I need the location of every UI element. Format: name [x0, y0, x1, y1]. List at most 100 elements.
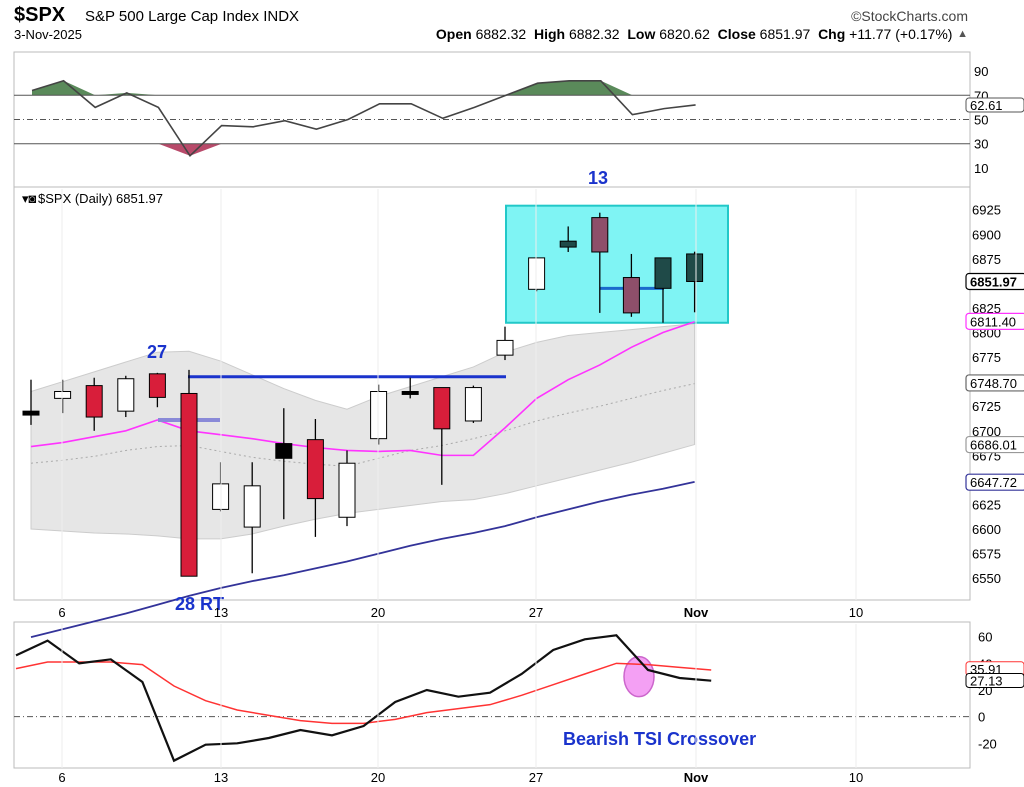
candle-body [654, 257, 672, 289]
candle-body [22, 410, 40, 416]
symbol: $SPX [14, 4, 66, 26]
x-tick-label: 20 [371, 605, 385, 620]
fast-ma-line [30, 320, 695, 457]
tsi-x-tick-label: 13 [214, 770, 228, 785]
high-value: 6882.32 [568, 26, 620, 42]
price-right-label: 6811.40 [970, 314, 1016, 329]
low-label: Low [627, 26, 656, 42]
candle [180, 369, 198, 577]
x-tick-label: 10 [849, 605, 863, 620]
candle-body [622, 277, 640, 314]
low-value: 6820.62 [659, 26, 710, 42]
candle-body [401, 391, 419, 395]
open-value: 6882.32 [475, 26, 527, 42]
candle-body [464, 387, 482, 422]
osc-tick-label: 50 [974, 113, 988, 128]
candle [433, 387, 451, 485]
candle [559, 226, 577, 252]
chevron-up-icon[interactable]: ▲ [957, 28, 968, 40]
osc-last-label: 62.61 [970, 98, 1003, 113]
price-tick-label: 6900 [972, 227, 1001, 242]
x-tick-label: Nov [684, 605, 709, 620]
candle-body [85, 385, 103, 418]
x-tick-label: 6 [58, 605, 65, 620]
oscillator-line [31, 79, 696, 158]
x-tick-label: 13 [214, 605, 228, 620]
open-label: Open [435, 26, 472, 42]
chart-header: $SPX S&P 500 Large Cap Index INDX 3-Nov-… [0, 0, 1024, 44]
candle [370, 384, 388, 445]
chg-label: Chg [818, 26, 846, 42]
candle-body [686, 253, 704, 282]
candle [654, 257, 672, 323]
annotation-28rt: 28 RT [175, 594, 224, 614]
candle-body [591, 217, 609, 253]
price-tick-label: 6700 [972, 424, 1001, 439]
price-right-box [965, 272, 1024, 291]
price-right-box [965, 435, 1024, 454]
candle-body [528, 257, 546, 290]
price-tick-label: 6775 [972, 350, 1001, 365]
tsi-annotation: Bearish TSI Crossover [563, 729, 756, 749]
price-tick-label: 6600 [972, 522, 1001, 537]
price-right-label: 6851.97 [970, 274, 1017, 289]
price-tick-label: 6575 [972, 547, 1001, 562]
candle [117, 375, 135, 418]
tsi-x-tick-label: 27 [529, 770, 543, 785]
candle [401, 377, 419, 399]
candle [275, 408, 293, 520]
candle-body [117, 378, 135, 412]
tsi-line [15, 634, 712, 763]
tsi-x-tick-label: Nov [684, 770, 709, 785]
band-midline [30, 383, 695, 467]
high-label: High [533, 26, 566, 42]
tsi-x-tick-label: 10 [849, 770, 863, 785]
candle-body [148, 373, 166, 398]
price-tick-label: 6725 [972, 399, 1001, 414]
price-right-label: 6748.70 [970, 376, 1017, 391]
index-title: S&P 500 Large Cap Index [85, 8, 260, 25]
candle [496, 326, 514, 361]
price-tick-label: 6625 [972, 497, 1001, 512]
price-tick-label: 6925 [972, 203, 1001, 218]
candle-body [54, 391, 72, 399]
annotation-13: 13 [588, 168, 608, 188]
brand-credit: ©StockCharts.com [851, 8, 968, 24]
price-band [30, 323, 696, 540]
candle-body [496, 339, 514, 356]
crossover-marker [623, 655, 655, 698]
price-panel-icon: ▾◙ [22, 191, 37, 206]
candle [338, 450, 356, 527]
candle-body [306, 439, 324, 500]
panel-frame-3 [13, 621, 971, 769]
price-right-box [965, 312, 1024, 330]
candle [686, 251, 704, 313]
candle [464, 385, 482, 423]
panel-frame-2 [13, 186, 971, 601]
annotation-27: 27 [147, 342, 167, 362]
price-tick-label: 6825 [972, 301, 1001, 316]
candle-body [559, 240, 577, 248]
candle [148, 372, 166, 408]
price-panel-label: $SPX (Daily) 6851.97 [38, 191, 163, 206]
tsi-signal-line [15, 661, 712, 725]
tsi-x-tick-label: 20 [371, 770, 385, 785]
candle [54, 379, 72, 414]
exchange: INDX [263, 8, 300, 25]
tsi-tick-label: -20 [978, 736, 997, 751]
price-tick-label: 6550 [972, 571, 1001, 586]
tsi-tick-label: 60 [978, 630, 992, 645]
chg-value: +11.77 (+0.17%) [849, 26, 953, 42]
x-tick-label: 27 [529, 605, 543, 620]
candle-body [370, 391, 388, 440]
tsi-right-label: 27.13 [970, 673, 1003, 688]
candle [85, 377, 103, 431]
close-value: 6851.97 [759, 26, 811, 42]
close-label: Close [717, 26, 756, 42]
candle-body [275, 443, 293, 459]
price-right-box [965, 374, 1024, 392]
candle-body [243, 485, 261, 528]
osc-tick-label: 90 [974, 64, 988, 79]
price-right-box [965, 473, 1024, 491]
